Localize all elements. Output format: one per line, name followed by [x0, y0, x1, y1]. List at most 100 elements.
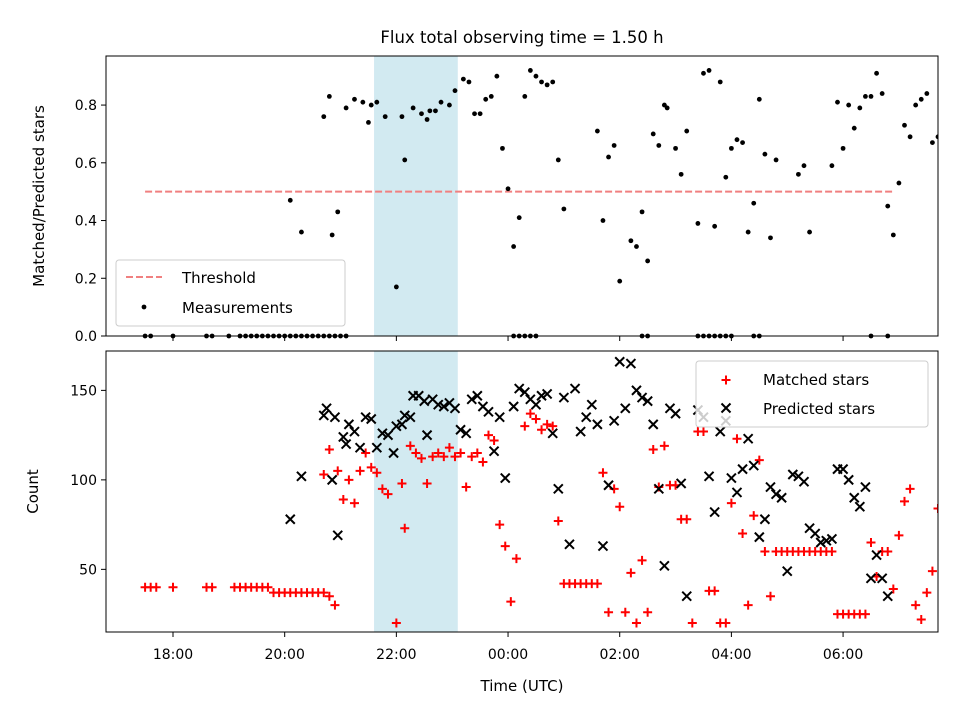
matched-point: [450, 452, 460, 462]
measurements-point: [678, 171, 684, 177]
y-tick-label: 0.6: [75, 156, 97, 172]
matched-point: [749, 511, 759, 521]
matched-point: [738, 529, 748, 539]
measurements-point: [857, 105, 863, 111]
predicted-point: [514, 383, 525, 394]
measurements-point: [664, 105, 670, 111]
y-tick-label: 50: [79, 562, 97, 578]
measurements-point: [918, 96, 924, 102]
measurements-point: [511, 244, 517, 249]
predicted-point: [865, 573, 877, 584]
measurements-point: [728, 145, 734, 151]
predicted-point: [709, 506, 720, 518]
measurements-point: [924, 91, 930, 96]
predicted-point: [592, 419, 603, 430]
measurements-point: [717, 79, 723, 85]
predicted-point: [488, 446, 500, 457]
matched-point: [263, 582, 273, 592]
predicted-point: [421, 429, 433, 441]
measurements-point: [712, 223, 718, 229]
matched-point: [916, 614, 926, 624]
predicted-point: [843, 474, 854, 486]
predicted-point: [508, 401, 519, 412]
predicted-point: [597, 540, 609, 552]
y-tick-label: 150: [70, 383, 97, 399]
measurements-point: [427, 108, 433, 114]
x-tick-label: 22:00: [376, 647, 416, 663]
matched-point: [682, 514, 692, 524]
measurements-point: [701, 70, 706, 76]
predicted-point: [354, 442, 366, 453]
matched-point: [754, 455, 764, 465]
measurements-point: [768, 235, 773, 241]
predicted-point: [500, 472, 511, 484]
legend-measurements-label: Measurements: [182, 299, 293, 317]
measurements-point: [438, 99, 444, 105]
predicted-point: [438, 401, 450, 412]
y-tick-label: 0.4: [75, 214, 97, 230]
predicted-point: [285, 514, 296, 525]
matched-point: [319, 469, 329, 479]
predicted-point: [776, 492, 787, 503]
data-points: [140, 356, 938, 628]
measurements-point: [329, 232, 335, 238]
measurements-point: [639, 209, 645, 215]
measurements-point: [343, 105, 349, 111]
matched-point: [620, 607, 630, 617]
predicted-point: [653, 483, 665, 495]
measurements-point: [930, 140, 935, 145]
measurements-point: [321, 114, 327, 120]
matched-point: [911, 600, 921, 610]
predicted-point: [569, 383, 581, 394]
axes-frame: [105, 350, 939, 633]
measurements-point: [611, 143, 617, 148]
measurements-point: [366, 119, 371, 125]
measurements-point: [656, 143, 662, 148]
legend-matched-label: Matched stars: [763, 371, 869, 389]
measurements-point: [935, 134, 938, 140]
predicted-point: [349, 426, 360, 437]
measurements-point: [433, 108, 438, 114]
matched-point: [472, 448, 482, 458]
matched-point: [478, 457, 488, 467]
predicted-point: [405, 412, 416, 423]
matched-point: [905, 484, 915, 494]
matched-point: [888, 584, 898, 594]
x-tick-label: 20:00: [265, 647, 305, 663]
predicted-point: [603, 480, 614, 491]
predicted-point: [681, 590, 692, 602]
predicted-point: [770, 488, 782, 500]
measurements-point: [466, 79, 472, 85]
matched-point: [643, 607, 653, 617]
measurements-point: [879, 91, 885, 96]
matched-point: [422, 478, 432, 488]
predicted-point: [715, 426, 726, 437]
measurements-point: [913, 102, 919, 108]
measurements-point: [617, 278, 623, 284]
predicted-point: [703, 471, 715, 482]
measurements-point: [840, 145, 846, 151]
predicted-point: [466, 394, 477, 405]
measurements-point: [745, 229, 751, 235]
matched-point: [405, 441, 415, 451]
measurements-point: [352, 96, 357, 102]
measurements-point: [488, 94, 494, 99]
predicted-point: [494, 412, 505, 423]
matched-point: [860, 609, 870, 619]
predicted-point: [748, 460, 759, 471]
measurements-point: [890, 232, 896, 238]
predicted-point: [547, 428, 558, 439]
measurements-point: [807, 229, 812, 235]
predicted-point: [472, 390, 483, 401]
matched-point: [349, 498, 359, 508]
measurements-point: [299, 229, 304, 235]
measurements-point: [335, 209, 341, 215]
matched-point: [377, 484, 387, 494]
matched-point: [827, 546, 837, 556]
matched-point: [416, 453, 426, 463]
measurements-point: [374, 99, 380, 105]
predicted-point: [388, 447, 399, 459]
measurements-point: [829, 163, 835, 169]
predicted-point: [530, 399, 542, 410]
predicted-point: [675, 478, 687, 489]
